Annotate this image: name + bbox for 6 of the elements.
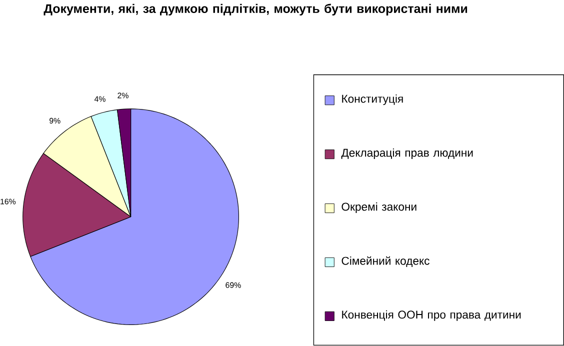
chart-title: Документи, які, за думкою підлітків, можуть бути використані ними (44, 4, 468, 16)
legend-label: Сімейний кодекс (342, 256, 430, 268)
legend-label: Конституція (342, 94, 403, 106)
legend-label: Окремі закони (342, 202, 416, 214)
legend-label: Конвенція ООН про права дитини (342, 310, 521, 322)
legend-label: Декларація прав людини (341, 148, 473, 160)
